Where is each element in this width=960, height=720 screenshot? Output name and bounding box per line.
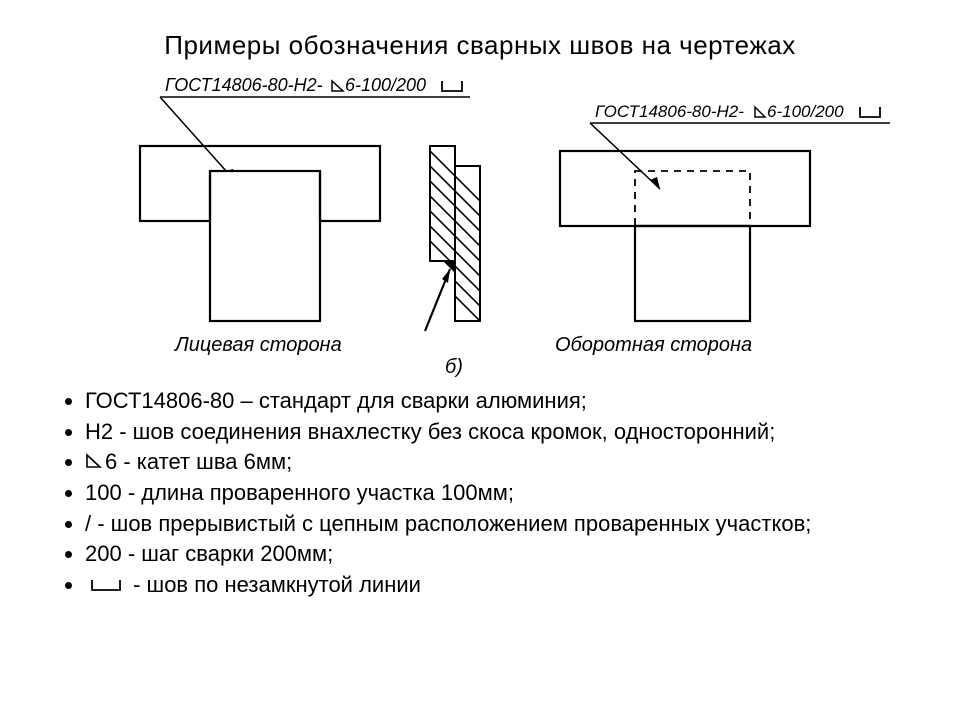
- svg-text:ГОСТ14806-80-Н2-: ГОСТ14806-80-Н2-: [595, 102, 744, 121]
- legend-item-text: Н2 - шов соединения внахлестку без скоса…: [85, 419, 775, 444]
- svg-text:6-100/200: 6-100/200: [345, 75, 426, 95]
- callout-left-suffix: 6-100/200: [345, 75, 426, 95]
- svg-text:ГОСТ14806-80-Н2-: ГОСТ14806-80-Н2-: [165, 75, 323, 95]
- open-contour-icon: [89, 570, 123, 600]
- svg-text:6-100/200: 6-100/200: [767, 102, 844, 121]
- legend-item-text: - шов по незамкнутой линии: [127, 572, 421, 597]
- legend-item: Н2 - шов соединения внахлестку без скоса…: [85, 417, 960, 447]
- weld-diagram: ГОСТ14806-80-Н2- 6-100/200: [130, 71, 910, 381]
- legend-item-text: 6 - катет шва 6мм;: [105, 449, 292, 474]
- legend-item: - шов по незамкнутой линии: [85, 570, 960, 600]
- callout-right-suffix: 6-100/200: [767, 102, 844, 121]
- legend-item: 6 - катет шва 6мм;: [85, 447, 960, 477]
- legend-item-text: 100 - длина проваренного участка 100мм;: [85, 480, 514, 505]
- legend-item: 200 - шаг сварки 200мм;: [85, 539, 960, 569]
- label-back-side: Оборотная сторона: [555, 334, 752, 356]
- cross-section: [420, 141, 490, 331]
- label-sub: б): [445, 356, 463, 378]
- legend-item: / - шов прерывистый с цепным расположени…: [85, 509, 960, 539]
- callout-left-main: ГОСТ14806-80-Н2-: [165, 75, 323, 95]
- page-title: Примеры обозначения сварных швов на черт…: [0, 0, 960, 71]
- legend-item-text: / - шов прерывистый с цепным расположени…: [85, 511, 811, 536]
- legend-item: 100 - длина проваренного участка 100мм;: [85, 478, 960, 508]
- legend-item: ГОСТ14806-80 – стандарт для сварки алюми…: [85, 386, 960, 416]
- weld-diagram-svg: ГОСТ14806-80-Н2- 6-100/200: [130, 71, 910, 381]
- legend-item-text: ГОСТ14806-80 – стандарт для сварки алюми…: [85, 388, 587, 413]
- callout-right-main: ГОСТ14806-80-Н2-: [595, 102, 744, 121]
- legend-item-text: 200 - шаг сварки 200мм;: [85, 541, 333, 566]
- fillet-leg-icon: [85, 447, 103, 477]
- label-face-side: Лицевая сторона: [173, 334, 342, 356]
- legend-list: ГОСТ14806-80 – стандарт для сварки алюми…: [55, 386, 960, 600]
